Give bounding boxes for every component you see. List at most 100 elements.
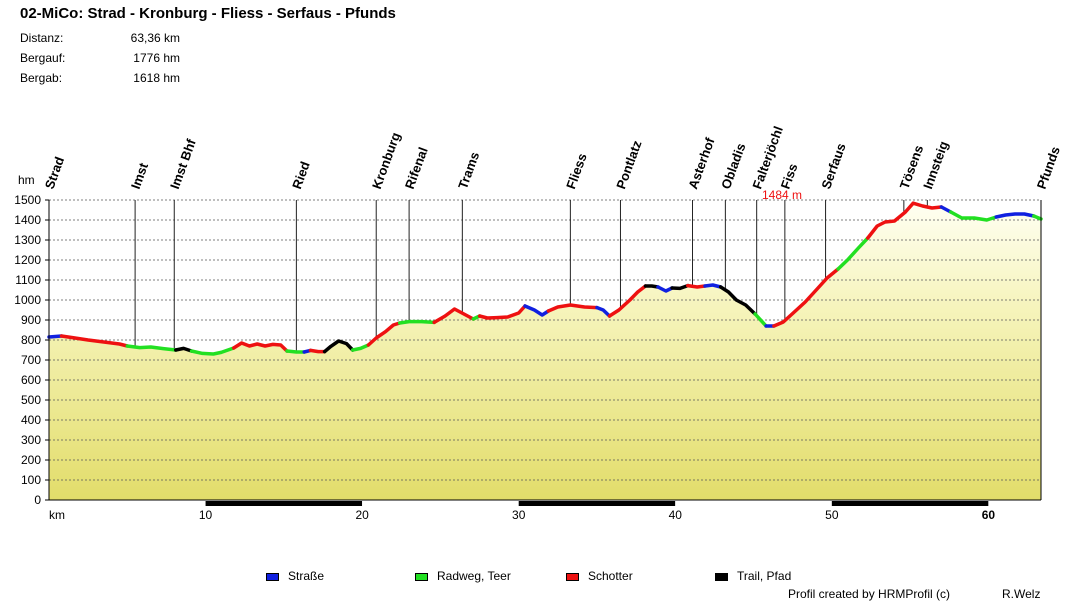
x-scale-band [49, 501, 206, 506]
profile-segment-radweg [189, 346, 236, 356]
profile-segment-schotter [866, 201, 944, 240]
waypoint-label: Obladis [718, 141, 748, 191]
legend-item-radweg: Radweg, Teer [415, 569, 511, 583]
profile-segment-radweg [125, 344, 178, 352]
legend-swatch-strasse [266, 572, 279, 581]
waypoint-label: Serfaus [818, 141, 848, 191]
profile-segment-strasse [656, 285, 674, 293]
profile-area-fill [49, 203, 1041, 500]
profile-segment-strasse [523, 304, 551, 317]
profile-segment-radweg [285, 349, 306, 354]
footer-author: R.Welz [1002, 587, 1041, 601]
y-tick-label: 100 [21, 473, 41, 487]
stat-value: 1776 hm [133, 51, 180, 65]
page-title: 02-MiCo: Strad - Kronburg - Fliess - Ser… [20, 5, 396, 22]
x-scale-band [362, 501, 519, 506]
y-tick-label: 700 [21, 353, 41, 367]
profile-segment-radweg [1032, 214, 1043, 221]
profile-segment-schotter [432, 307, 476, 325]
y-tick-label: 1200 [14, 253, 41, 267]
y-tick-label: 400 [21, 413, 41, 427]
y-tick-label: 300 [21, 433, 41, 447]
profile-segment-schotter [477, 304, 527, 320]
waypoint-label: Trams [455, 150, 482, 191]
x-scale-band [831, 501, 989, 506]
chart-grid-layer [49, 199, 1041, 481]
y-tick-label: 600 [21, 373, 41, 387]
legend-label-trail: Trail, Pfad [737, 569, 792, 583]
y-tick-label: 0 [34, 493, 41, 507]
y-tick-label: 800 [21, 333, 41, 347]
profile-segment-schotter [686, 283, 707, 289]
profile-segment-trail [643, 284, 660, 289]
y-tick-label: 1400 [14, 213, 41, 227]
profile-segment-schotter [366, 321, 402, 347]
stat-label: Distanz: [20, 31, 64, 45]
profile-segment-radweg [350, 343, 371, 352]
chart-area-layer [49, 203, 1041, 500]
profile-segment-schotter [231, 341, 289, 353]
profile-segment-schotter [607, 284, 648, 318]
x-tick-label: 50 [825, 508, 839, 522]
chart-axis-layer: 0 100 200 300 400 500 600 700 800 900 1000 1100 1200… [14, 173, 1042, 522]
legend-swatch-trail [715, 572, 728, 581]
max-elevation-label: 1484 m [762, 188, 802, 202]
profile-segment-trail [174, 346, 194, 353]
x-scale-band [205, 501, 363, 506]
footer-credit: Profil created by HRMProfil (c) [788, 587, 951, 601]
profile-segment-trail [670, 283, 690, 291]
legend-label-radweg: Radweg, Teer [437, 569, 511, 583]
profile-segment-schotter [546, 303, 599, 313]
profile-segment-trail [718, 285, 757, 316]
profile-segment-radweg [949, 210, 998, 222]
waypoint-label: Fiss [778, 161, 801, 191]
waypoint-label: Kronburg [369, 130, 403, 191]
legend-item-strasse: Straße [266, 569, 324, 583]
y-tick-label: 500 [21, 393, 41, 407]
waypoint-label: Asterhof [685, 135, 718, 191]
stat-label: Bergauf: [20, 51, 66, 65]
y-tick-label: 900 [21, 313, 41, 327]
stat-descent: Bergab: 1618 hm [20, 71, 180, 85]
waypoint-label: Innsteig [920, 139, 951, 191]
profile-segment-radweg [836, 236, 870, 271]
x-scale-band [675, 501, 832, 506]
legend-label-schotter: Schotter [588, 569, 633, 583]
profile-segment-strasse [994, 212, 1036, 219]
waypoint-label: Fliess [563, 151, 590, 191]
legend-item-trail: Trail, Pfad [715, 569, 791, 583]
profile-segment-strasse [595, 305, 612, 318]
x-tick-label: 40 [669, 508, 683, 522]
stat-distance: Distanz: 63,36 km [20, 31, 180, 45]
x-tick-label: 30 [512, 508, 526, 522]
profile-segment-schotter [59, 334, 130, 348]
legend-item-schotter: Schotter [566, 569, 633, 583]
x-tick-label: 10 [199, 508, 213, 522]
profile-segment-radweg [397, 319, 436, 325]
waypoint-label: Pontlatz [613, 138, 645, 191]
profile-segment-radweg [753, 312, 768, 328]
stat-value: 1618 hm [133, 71, 180, 85]
x-axis-label: km [49, 508, 65, 522]
legend-swatch-radweg [415, 572, 428, 581]
profile-segment-strasse [939, 205, 953, 214]
profile-segment-schotter [772, 267, 840, 328]
profile-line-layer [47, 201, 1043, 356]
x-tick-label: 20 [355, 508, 369, 522]
waypoint-label: Ried [289, 159, 313, 191]
stat-ascent: Bergauf: 1776 hm [20, 51, 180, 65]
waypoint-label: Strad [42, 155, 67, 191]
y-tick-label: 1100 [15, 273, 41, 287]
profile-segment-strasse [703, 283, 723, 289]
profile-segment-trail [322, 339, 355, 354]
legend-label-strasse: Straße [288, 569, 325, 583]
waypoint-label: Rifenal [402, 145, 431, 191]
stat-value: 63,36 km [130, 31, 180, 45]
y-axis-label: hm [18, 173, 35, 187]
y-tick-label: 1000 [14, 293, 41, 307]
legend-swatch-schotter [566, 572, 579, 581]
waypoint-label: Imst Bhf [167, 136, 199, 191]
waypoint-label: Pfunds [1034, 144, 1063, 191]
